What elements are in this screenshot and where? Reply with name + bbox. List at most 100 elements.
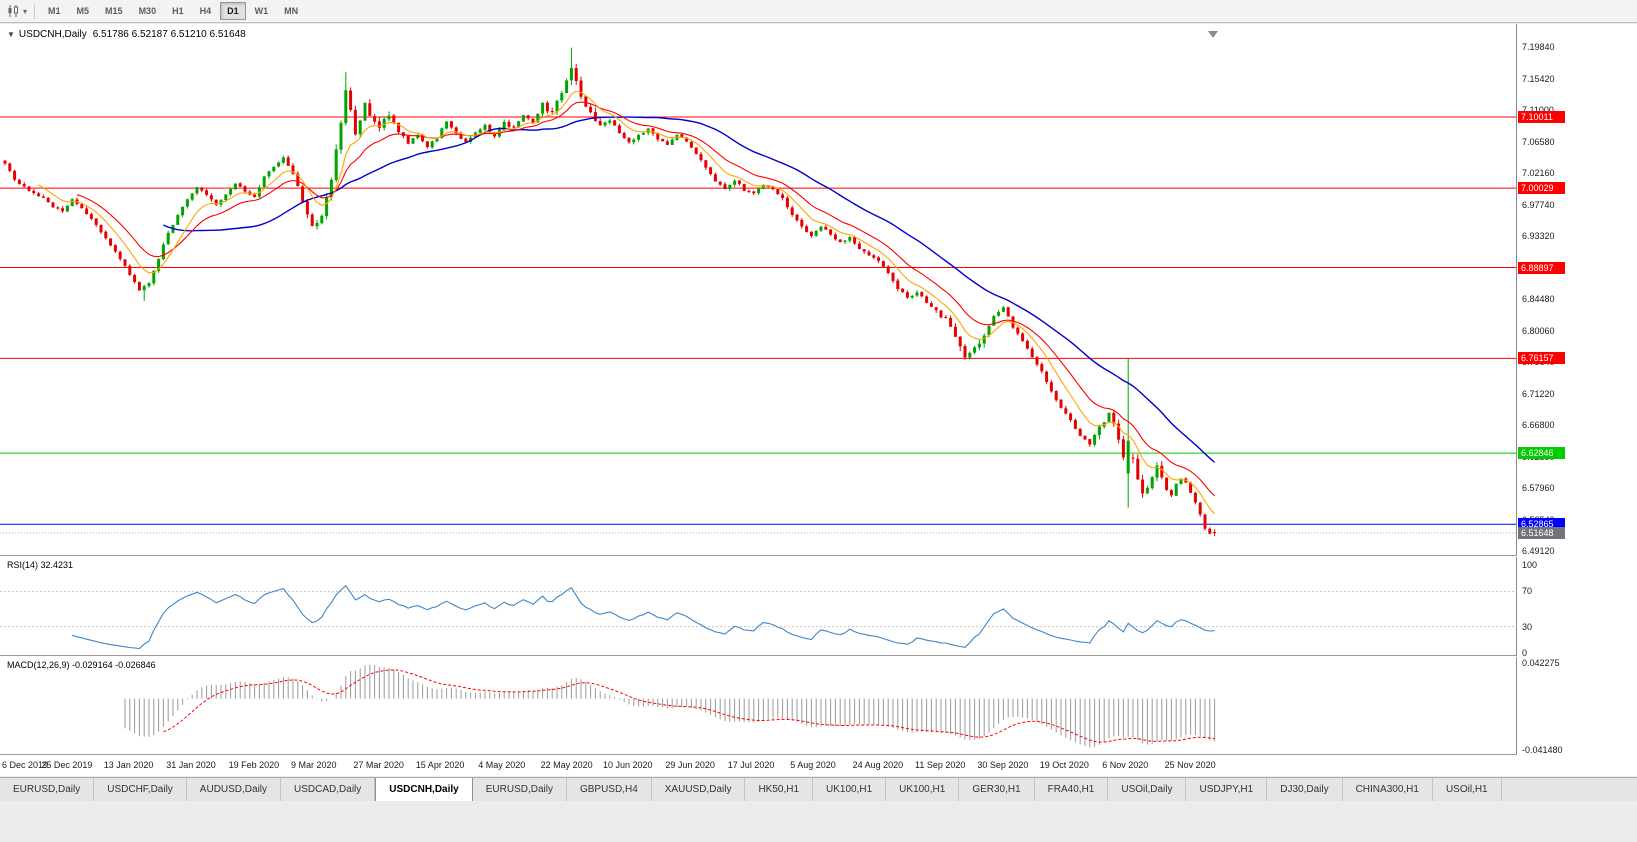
chart-title: ▼ USDCNH,Daily 6.51786 6.52187 6.51210 6.5… <box>7 29 246 40</box>
price-scale-label: 6.93320 <box>1522 231 1555 241</box>
tf-button-M1[interactable]: M1 <box>48 6 61 16</box>
rsi-scale-label: 30 <box>1522 621 1533 632</box>
timeframe-group: M1 M5 M15 M30 H1 H4 D1 W1 MN <box>40 2 306 20</box>
scale-border <box>1516 24 1517 755</box>
chart-tab[interactable]: EURUSD,Daily <box>472 778 567 801</box>
macd-values: -0.029164 -0.026846 <box>72 660 156 670</box>
chart-tab[interactable]: XAUUSD,Daily <box>651 778 746 801</box>
chart-tab[interactable]: UK100,H1 <box>886 778 960 801</box>
price-tag: 6.51648 <box>1518 526 1565 539</box>
date-label: 5 Aug 2020 <box>790 760 836 770</box>
tf-button-H4[interactable]: H4 <box>199 6 212 16</box>
toolbar-separator <box>34 3 36 19</box>
chart-tab[interactable]: USOil,H1 <box>1432 778 1502 801</box>
price-scale-label: 6.84480 <box>1522 294 1555 304</box>
price-tag: 6.76157 <box>1518 352 1565 365</box>
chart-tab[interactable]: EURUSD,Daily <box>0 778 95 801</box>
chart-tab[interactable]: HK50,H1 <box>745 778 814 801</box>
price-scale-label: 6.49120 <box>1522 546 1555 556</box>
date-label: 25 Dec 2019 <box>41 760 93 770</box>
macd-title: MACD(12,26,9) -0.029164 -0.026846 <box>7 660 156 670</box>
price-scale-label: 7.19840 <box>1522 42 1555 52</box>
candlestick-glyph <box>8 5 18 17</box>
tf-button-M30[interactable]: M30 <box>138 6 157 16</box>
price-scale-label: 7.11000 <box>1522 105 1554 115</box>
rsi-title: RSI(14) 32.4231 <box>7 560 73 570</box>
rsi-line <box>72 584 1215 650</box>
tf-button-M15[interactable]: M15 <box>105 6 123 16</box>
date-label: 15 Apr 2020 <box>415 760 465 770</box>
tf-button-M5[interactable]: M5 <box>76 6 90 16</box>
chart-symbol: USDCNH,Daily <box>18 29 87 40</box>
macd-plot[interactable] <box>0 658 1517 754</box>
rsi-scale-label: 100 <box>1522 560 1538 570</box>
price-scale-label: 6.57960 <box>1522 483 1555 493</box>
chart-shift-marker[interactable] <box>1208 31 1218 38</box>
time-axis[interactable]: 6 Dec 2019 25 Dec 2019 13 Jan 2020 31 Jan 2… <box>0 757 1516 775</box>
chart-tab[interactable]: GER30,H1 <box>959 778 1035 801</box>
chart-background <box>0 24 1637 776</box>
chart-tab[interactable]: USDCHF,Daily <box>94 778 187 801</box>
fast-ma-line <box>38 90 1216 515</box>
macd-histogram <box>124 664 1216 748</box>
chart-tab[interactable]: UK100,H1 <box>813 778 887 801</box>
tf-button-D1[interactable]: D1 <box>220 2 246 20</box>
chart-tab[interactable]: FRA40,H1 <box>1034 778 1109 801</box>
panel-splitter[interactable] <box>0 754 1637 756</box>
tf-button-MN[interactable]: MN <box>284 6 299 16</box>
macd-scale-label: -0.041480 <box>1522 745 1563 755</box>
price-tag: 7.00029 <box>1518 182 1565 195</box>
date-label: 17 Jul 2020 <box>727 760 775 770</box>
tf-button-H1[interactable]: H1 <box>172 6 184 16</box>
chart-tab[interactable]: GBPUSD,H4 <box>566 778 652 801</box>
date-label: 4 May 2020 <box>478 760 526 770</box>
price-scale-label: 7.15420 <box>1522 73 1555 84</box>
price-scale-label: 6.71220 <box>1522 388 1555 399</box>
panel-splitter[interactable] <box>0 655 1637 657</box>
macd-scale-label: 0.042275 <box>1522 658 1560 668</box>
date-label: 22 May 2020 <box>540 760 593 770</box>
date-label: 19 Oct 2020 <box>1039 760 1089 770</box>
date-label: 27 Mar 2020 <box>353 760 404 770</box>
tf-button-W1[interactable]: W1 <box>254 6 269 16</box>
price-tag: 7.10011 <box>1518 111 1565 124</box>
date-label: 10 Jun 2020 <box>603 760 653 770</box>
date-label: 9 Mar 2020 <box>291 760 337 770</box>
date-label: 31 Jan 2020 <box>166 760 216 770</box>
chart-type-icon[interactable] <box>5 2 23 20</box>
rsi-plot[interactable] <box>0 558 1517 655</box>
medium-ma-line <box>76 101 1215 497</box>
candlesticks <box>3 47 1217 537</box>
chart-tab[interactable]: USOil,Daily <box>1108 778 1187 801</box>
chart-tab[interactable]: USDCAD,Daily <box>281 778 376 801</box>
price-scale-label: 7.02160 <box>1522 168 1555 178</box>
date-label: 29 Jun 2020 <box>665 760 715 770</box>
price-scale-label: 6.80060 <box>1522 325 1555 336</box>
price-scale-label: 7.06580 <box>1522 136 1555 147</box>
price-scale-label: 6.66800 <box>1522 420 1555 430</box>
price-tag: 6.62846 <box>1518 447 1565 460</box>
date-label: 13 Jan 2020 <box>103 760 154 770</box>
rsi-scale-label: 70 <box>1522 586 1533 597</box>
main-chart-plot[interactable] <box>0 27 1517 556</box>
chart-tab-bar: EURUSD,Daily USDCHF,Daily AUDUSD,Daily USDC… <box>0 777 1637 801</box>
price-tag: 6.88897 <box>1518 261 1565 274</box>
chart-tab[interactable]: CHINA300,H1 <box>1342 778 1433 801</box>
date-label: 24 Aug 2020 <box>852 760 904 770</box>
chart-tab[interactable]: USDCNH,Daily <box>375 778 473 801</box>
rsi-value: 32.4231 <box>40 560 74 570</box>
chart-tab[interactable]: USDJPY,H1 <box>1186 778 1268 801</box>
date-label: 19 Feb 2020 <box>228 760 280 770</box>
macd-signal-line <box>163 669 1215 743</box>
date-label: 6 Nov 2020 <box>1102 760 1149 770</box>
chart-type-caret-icon[interactable]: ▾ <box>23 6 28 16</box>
date-label: 6 Dec 2019 <box>2 760 49 770</box>
rsi-label: RSI(14) <box>7 560 39 570</box>
price-scale[interactable]: 7.19840 7.15420 7.11000 7.06580 7.02160 6.977… <box>1517 24 1637 776</box>
price-scale-label: 6.97740 <box>1522 199 1555 210</box>
panel-splitter[interactable] <box>0 555 1637 557</box>
chart-tab[interactable]: AUDUSD,Daily <box>186 778 282 801</box>
collapse-triangle-icon[interactable]: ▼ <box>7 30 15 39</box>
chart-tab[interactable]: DJ30,Daily <box>1267 778 1343 801</box>
